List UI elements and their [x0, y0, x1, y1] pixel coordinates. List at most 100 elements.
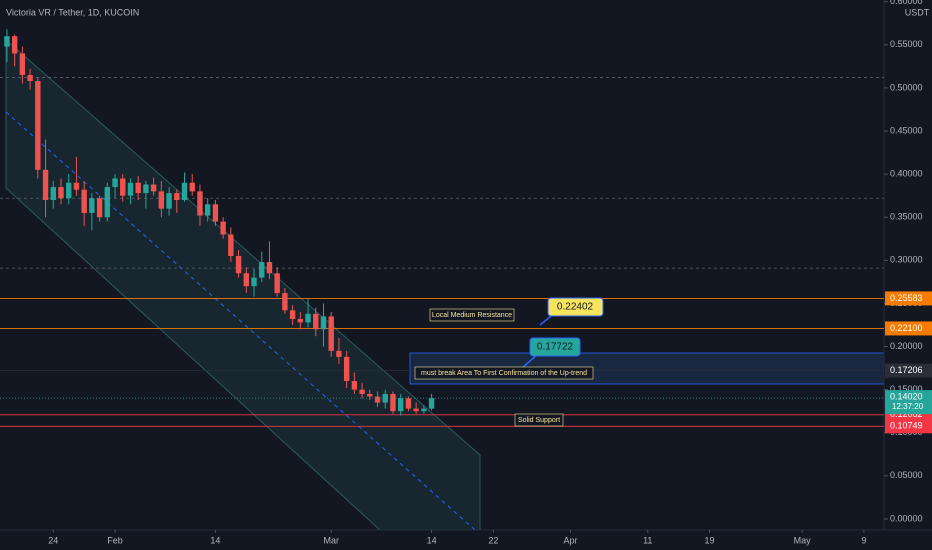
candle-body — [73, 182, 80, 190]
candle-body — [351, 381, 358, 390]
unit: USDT — [905, 7, 930, 17]
price-axis — [884, 0, 932, 550]
y-tick-label: 0.60000 — [890, 0, 923, 6]
candle-body — [328, 316, 334, 351]
candle-body — [104, 187, 111, 218]
x-tick-label: 14 — [210, 535, 220, 545]
candle-body — [259, 262, 265, 278]
candle-body — [42, 169, 49, 200]
candle-body — [382, 393, 388, 403]
candle-body — [96, 198, 103, 218]
candle-body — [127, 182, 134, 196]
last-price-box — [885, 390, 932, 415]
candle-body — [367, 393, 373, 397]
candle-body — [305, 313, 311, 323]
callout — [547, 297, 604, 317]
annotation: Solid Support — [518, 417, 560, 424]
candle-body — [421, 408, 427, 412]
level-label: 0.22100 — [890, 323, 923, 333]
candle-body — [397, 398, 404, 412]
x-tick-label: May — [794, 535, 812, 545]
candle-body — [120, 178, 126, 196]
y-tick-label: 0.45000 — [890, 125, 923, 135]
candle-body — [428, 398, 435, 409]
annotation: must break Area To First Confirmation of… — [421, 370, 587, 377]
x-tick-label: 22 — [488, 535, 498, 545]
candle-body — [313, 313, 319, 330]
candle-body — [413, 408, 419, 412]
candle-body — [243, 273, 249, 287]
candle-body — [81, 189, 87, 213]
label-box — [514, 413, 564, 427]
candle-body — [150, 184, 157, 192]
candle-body — [174, 193, 180, 200]
candle-body — [50, 187, 56, 200]
candle-body — [266, 262, 273, 274]
candle-body — [27, 75, 33, 82]
y-tick-label: 0.15000 — [890, 384, 923, 394]
candle-body — [89, 198, 95, 213]
title: Victoria VR / Tether, 1D, KUCOIN — [6, 7, 139, 17]
candle-body — [235, 256, 242, 274]
label-box — [414, 366, 594, 380]
callout — [529, 337, 581, 357]
level-label: 0.17206 — [890, 365, 923, 375]
callout-text: 0.22402 — [557, 302, 594, 313]
x-tick-label: 9 — [861, 535, 866, 545]
candle-body — [66, 182, 72, 199]
last-price-label: 0.14020 — [890, 391, 923, 401]
x-tick-label: 11 — [643, 535, 652, 545]
annotation: Local Medium Resistance — [432, 312, 512, 319]
candle-body — [11, 36, 18, 54]
candle-body — [336, 350, 342, 357]
candle-body — [374, 396, 381, 403]
level-box — [885, 363, 932, 378]
x-tick-label: 19 — [705, 535, 715, 545]
candle-body — [181, 182, 188, 200]
level-label: 0.12082 — [890, 409, 923, 419]
level-box — [885, 291, 932, 306]
candle-body — [390, 393, 396, 412]
candle-body — [112, 178, 118, 188]
candle-body — [289, 310, 296, 319]
candle-body — [405, 398, 412, 409]
y-tick-label: 0.05000 — [890, 470, 923, 480]
countdown: 12:37:20 — [892, 402, 924, 411]
candle-body — [197, 191, 203, 216]
candle-body — [212, 204, 219, 222]
channel — [5, 38, 481, 531]
x-tick-label: Feb — [107, 535, 123, 545]
candle-body — [297, 318, 304, 323]
candle-body — [19, 53, 26, 75]
level-label: 0.25583 — [890, 293, 923, 303]
y-tick-label: 0.40000 — [890, 169, 923, 179]
y-tick-label: 0.20000 — [890, 341, 923, 351]
y-tick-label: 0.35000 — [890, 212, 923, 222]
candle-body — [58, 187, 64, 199]
candle-body — [35, 81, 41, 170]
label-box — [429, 308, 515, 322]
candle-body — [228, 234, 234, 257]
x-tick-label: Mar — [323, 535, 339, 545]
y-tick-label: 0.50000 — [890, 82, 923, 92]
level-box — [885, 419, 932, 434]
callout-text: 0.17722 — [537, 342, 574, 353]
y-tick-label: 0.00000 — [890, 513, 923, 523]
candle-body — [282, 293, 288, 311]
x-tick-label: Apr — [564, 535, 578, 545]
candle-body — [135, 182, 141, 194]
candle-body — [251, 277, 257, 287]
level-box — [885, 321, 932, 336]
x-tick-label: 24 — [48, 535, 58, 545]
y-tick-label: 0.30000 — [890, 255, 923, 265]
x-tick-label: 14 — [427, 535, 437, 545]
candle-body — [189, 182, 195, 192]
candle-body — [220, 221, 226, 235]
candle-body — [166, 193, 172, 209]
candle-body — [4, 36, 10, 47]
candle-body — [158, 191, 165, 209]
candle-body — [320, 316, 327, 330]
candle-body — [359, 389, 365, 394]
level-label: 0.10749 — [890, 421, 923, 431]
